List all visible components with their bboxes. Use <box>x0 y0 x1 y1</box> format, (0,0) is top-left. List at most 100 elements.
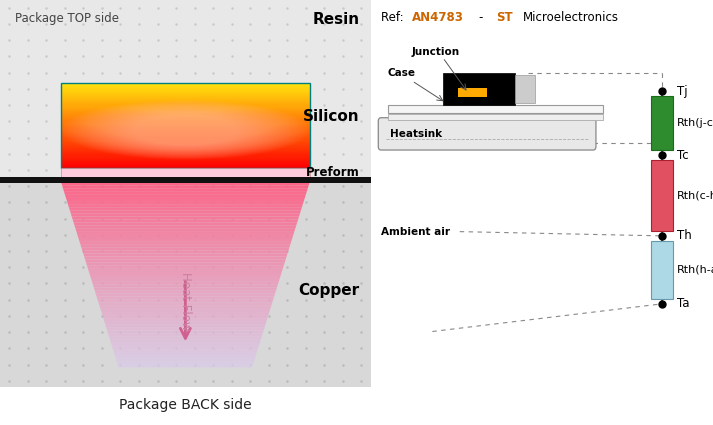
Bar <box>61 96 309 97</box>
Bar <box>61 113 309 115</box>
Bar <box>61 110 309 112</box>
Text: Ta: Ta <box>677 298 689 310</box>
Bar <box>61 91 309 93</box>
Text: Rth(h-a): Rth(h-a) <box>677 265 713 275</box>
Bar <box>61 121 309 122</box>
Polygon shape <box>85 260 286 263</box>
Bar <box>61 164 309 165</box>
Polygon shape <box>113 349 258 352</box>
Bar <box>61 166 309 167</box>
Bar <box>61 86 309 88</box>
Bar <box>0 177 371 183</box>
Bar <box>61 156 309 158</box>
Bar <box>61 162 309 163</box>
Bar <box>61 120 309 122</box>
Polygon shape <box>95 290 276 294</box>
Text: Silicon: Silicon <box>303 108 359 124</box>
Polygon shape <box>109 337 262 340</box>
Polygon shape <box>115 355 256 358</box>
Polygon shape <box>67 201 304 204</box>
Bar <box>61 117 309 118</box>
Polygon shape <box>111 343 260 346</box>
Polygon shape <box>62 186 309 189</box>
Bar <box>61 130 309 132</box>
Bar <box>458 88 487 97</box>
Polygon shape <box>116 358 255 361</box>
Bar <box>388 114 603 120</box>
Text: Ref:: Ref: <box>381 11 407 24</box>
Polygon shape <box>103 318 267 321</box>
Bar <box>61 85 309 86</box>
Polygon shape <box>104 321 267 324</box>
Polygon shape <box>117 361 254 364</box>
Bar <box>61 168 309 177</box>
Text: Package TOP side: Package TOP side <box>15 11 119 25</box>
Bar <box>651 160 672 231</box>
Bar <box>61 108 309 110</box>
Bar <box>61 94 309 95</box>
Text: Heat Flow: Heat Flow <box>179 272 192 331</box>
Bar <box>61 101 309 102</box>
Text: Preform: Preform <box>306 166 359 178</box>
Bar <box>61 147 309 149</box>
Polygon shape <box>73 223 297 226</box>
Bar <box>61 83 309 84</box>
Polygon shape <box>114 352 257 355</box>
Text: -: - <box>478 11 483 24</box>
Polygon shape <box>84 257 287 260</box>
Polygon shape <box>92 281 279 284</box>
Bar <box>61 122 309 124</box>
Bar <box>388 105 603 113</box>
Text: Heatsink: Heatsink <box>389 129 442 139</box>
Polygon shape <box>97 297 274 300</box>
Text: Ambient air: Ambient air <box>381 227 450 237</box>
Bar <box>61 138 309 139</box>
Polygon shape <box>61 183 309 186</box>
Bar <box>61 92 309 94</box>
Bar <box>61 100 309 101</box>
Bar <box>61 102 309 103</box>
Bar <box>61 149 309 150</box>
Bar <box>0 0 371 180</box>
Bar <box>61 130 309 131</box>
Bar <box>61 167 309 168</box>
Bar <box>61 158 309 160</box>
Polygon shape <box>101 312 270 315</box>
Polygon shape <box>86 263 284 266</box>
Bar <box>61 145 309 147</box>
Bar <box>61 124 309 126</box>
Bar <box>61 89 309 91</box>
Bar <box>61 96 309 98</box>
Polygon shape <box>81 247 289 250</box>
Bar <box>61 139 309 141</box>
Bar <box>61 94 309 96</box>
Bar <box>61 132 309 133</box>
Polygon shape <box>107 331 264 334</box>
Polygon shape <box>87 266 284 269</box>
Polygon shape <box>89 272 282 275</box>
Polygon shape <box>78 235 293 238</box>
Bar <box>61 125 309 127</box>
Bar <box>61 128 309 129</box>
Text: Junction: Junction <box>412 47 460 57</box>
Bar <box>61 128 309 130</box>
Bar <box>61 135 309 136</box>
Bar <box>443 73 515 105</box>
Bar <box>61 137 309 139</box>
Bar <box>61 141 309 143</box>
Bar <box>61 106 309 108</box>
Text: ST: ST <box>496 11 513 24</box>
Polygon shape <box>63 189 308 192</box>
Bar <box>61 111 309 113</box>
Text: Rth(j-c): Rth(j-c) <box>677 118 713 128</box>
Polygon shape <box>93 284 278 287</box>
Polygon shape <box>106 324 265 327</box>
Polygon shape <box>93 287 277 290</box>
Bar <box>651 241 672 299</box>
Polygon shape <box>106 327 265 331</box>
Bar <box>61 153 309 154</box>
Text: Tj: Tj <box>677 85 688 98</box>
Bar <box>61 107 309 109</box>
Bar <box>61 147 309 148</box>
Bar <box>515 75 535 103</box>
